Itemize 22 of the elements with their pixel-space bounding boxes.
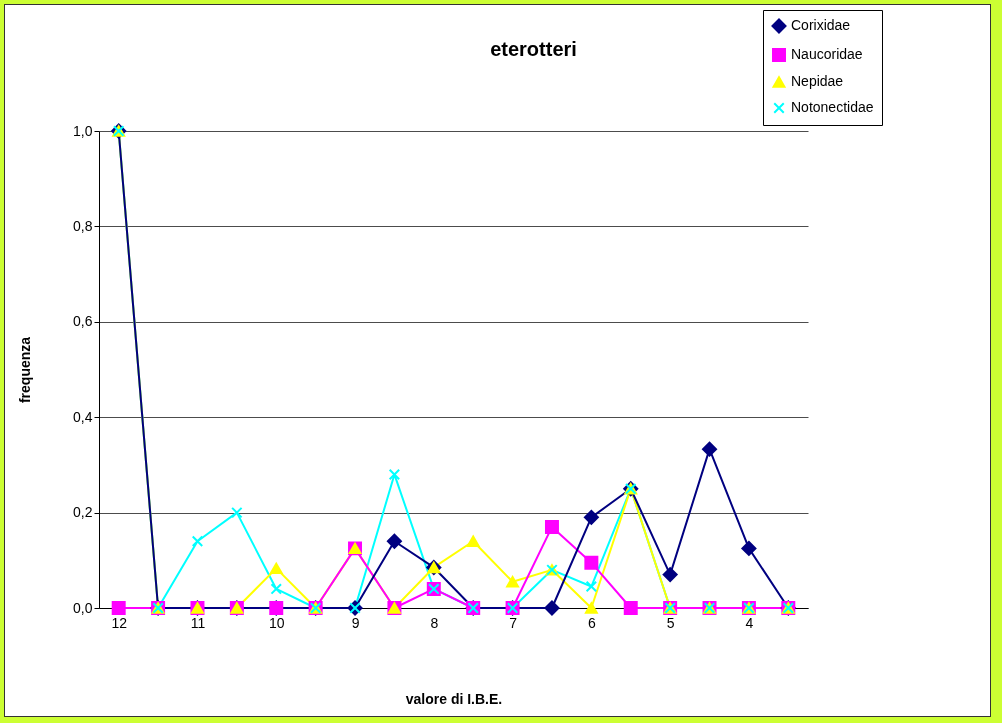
- legend-label: Nepidae: [791, 73, 844, 89]
- legend-label: Notonectidae: [791, 99, 874, 115]
- y-tick-label: 0,8: [73, 217, 93, 234]
- x-axis-title: valore di I.B.E.: [405, 690, 503, 707]
- x-tick-label: 10: [268, 614, 285, 631]
- y-tick-label: 0,0: [73, 599, 93, 616]
- x-tick-label: 7: [509, 614, 518, 631]
- x-tick-label: 11: [190, 614, 206, 631]
- legend-label: Naucoridae: [791, 46, 863, 62]
- chart-title: eterotteri: [490, 37, 577, 60]
- x-tick-label: 5: [666, 614, 675, 631]
- x-tick-label: 4: [745, 614, 754, 631]
- y-tick-label: 0,6: [73, 313, 93, 330]
- y-tick-label: 1,0: [73, 122, 93, 139]
- x-tick-label: 12: [111, 614, 128, 631]
- y-axis-title: frequenza: [17, 336, 34, 404]
- y-tick-label: 0,4: [73, 408, 93, 425]
- legend-label: Corixidae: [791, 17, 851, 33]
- x-tick-label: 8: [430, 614, 439, 631]
- x-tick-label: 6: [587, 614, 596, 631]
- x-tick-label: 9: [351, 614, 360, 631]
- y-tick-label: 0,2: [73, 504, 93, 521]
